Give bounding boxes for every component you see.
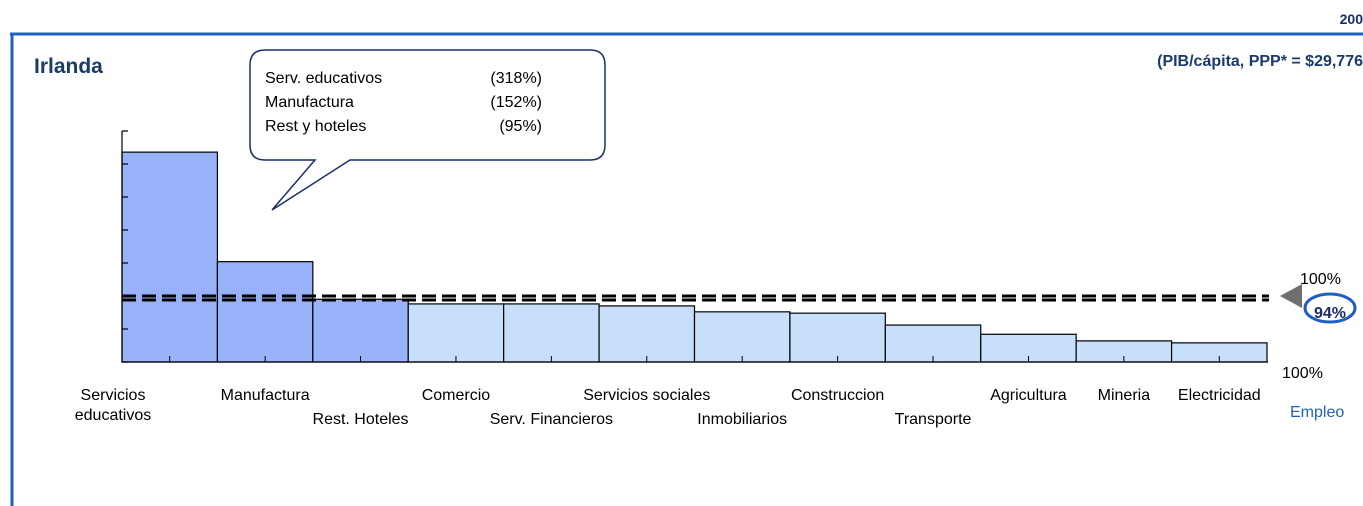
x-tick-label: Serv. Financieros: [489, 411, 614, 428]
x-axis-label: Empleo: [1290, 404, 1344, 421]
arrow-marker: [1280, 284, 1302, 308]
bar: [693, 311, 791, 363]
bar: [121, 151, 219, 363]
reference-label: 94%: [1314, 305, 1346, 322]
callout-bubble: [249, 49, 606, 211]
x-tick-label: Inmobiliarios: [697, 411, 788, 428]
x-tick-label: Construccion: [790, 387, 885, 404]
year: 200: [1340, 11, 1363, 27]
highlight-circle: [1303, 292, 1357, 324]
x-tick-label: Rest. Hoteles: [312, 411, 409, 428]
bar: [407, 303, 505, 363]
callout-value: (95%): [499, 118, 542, 135]
x-tick-label: Servicios sociales: [583, 387, 711, 404]
chart-title: Irlanda: [34, 55, 103, 78]
bar: [598, 305, 696, 363]
x-tick-label: Transporte: [894, 411, 972, 428]
subtitle: (PIB/cápita, PPP* = $29,776: [1157, 53, 1363, 70]
x-tick-label: Mineria: [1097, 387, 1151, 404]
callout-value: (152%): [490, 94, 542, 111]
bar: [503, 303, 600, 363]
callout-name: Rest y hoteles: [265, 118, 366, 135]
x-end-label: 100%: [1282, 365, 1323, 382]
x-tick-label: Manufactura: [220, 387, 310, 404]
callout-value: (318%): [490, 70, 542, 87]
bar: [312, 298, 409, 363]
x-tick-label: Agricultura: [990, 387, 1067, 404]
bar: [789, 312, 886, 363]
callout-name: Manufactura: [265, 94, 354, 111]
x-tick-label: Servicios educativos: [74, 387, 152, 424]
reference-label: 100%: [1300, 271, 1341, 288]
x-tick-label: Comercio: [421, 387, 491, 404]
bar: [216, 261, 314, 363]
x-tick-label: Electricidad: [1177, 387, 1261, 404]
callout-name: Serv. educativos: [265, 70, 382, 87]
